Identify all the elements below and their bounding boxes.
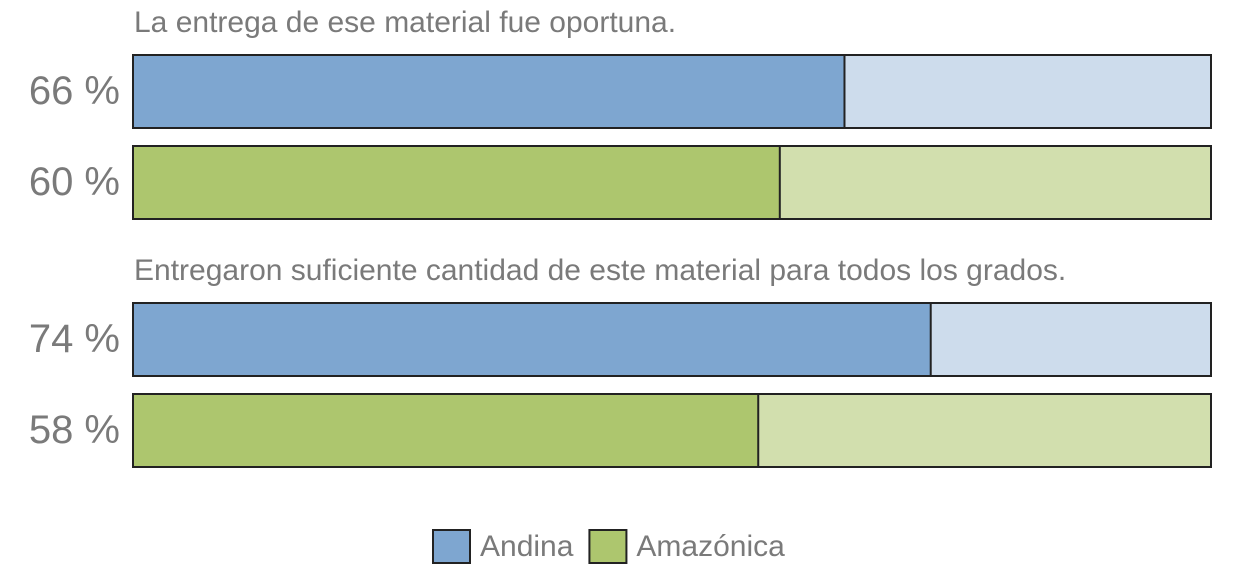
legend-label: Andina: [480, 530, 574, 563]
legend-label: Amazónica: [636, 530, 785, 563]
bar: [132, 54, 846, 129]
value-label: 58 %: [29, 408, 120, 452]
bar: [132, 302, 932, 377]
value-label: 66 %: [29, 69, 120, 113]
question-title: La entrega de ese material fue oportuna.: [134, 6, 676, 39]
value-label: 60 %: [29, 160, 120, 204]
question-title: Entregaron suficiente cantidad de este m…: [134, 254, 1066, 287]
value-label: 74 %: [29, 317, 120, 361]
legend-swatch: [588, 529, 628, 564]
bar: [132, 393, 760, 468]
legend-swatch: [432, 529, 471, 564]
bar: [132, 145, 781, 220]
